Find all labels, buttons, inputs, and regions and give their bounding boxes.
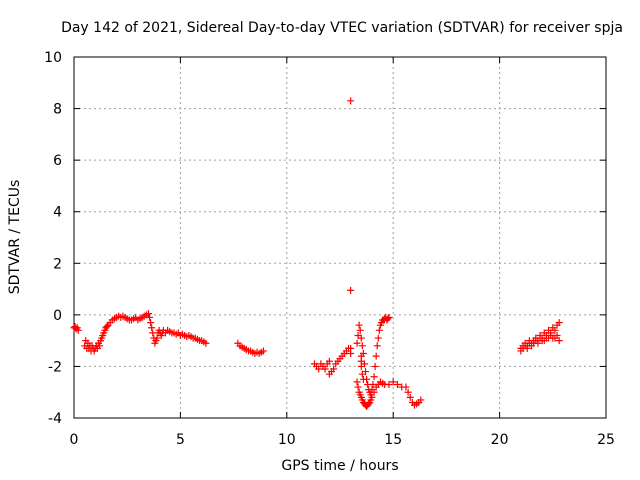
data-point (402, 383, 410, 391)
y-tick-label: 10 (44, 50, 62, 66)
x-tick-label: 25 (597, 432, 615, 448)
data-point (553, 331, 561, 339)
data-point (353, 378, 361, 386)
data-point (146, 313, 154, 321)
data-point (356, 326, 364, 334)
x-tick-label: 0 (70, 432, 79, 448)
chart-title: Day 142 of 2021, Sidereal Day-to-day VTE… (61, 20, 623, 36)
x-tick-label: 10 (278, 432, 296, 448)
data-point (315, 365, 323, 373)
data-point (358, 342, 366, 350)
data-point (371, 362, 379, 370)
y-tick-label: 8 (53, 102, 62, 118)
data-point (385, 313, 393, 321)
data-point (148, 324, 156, 332)
data-point (325, 357, 333, 365)
data-point (96, 342, 104, 350)
data-point (534, 339, 542, 347)
y-tick-label: 6 (53, 153, 62, 169)
data-point (523, 344, 531, 352)
y-tick-label: -2 (48, 359, 62, 375)
data-point (259, 347, 267, 355)
data-point (385, 380, 393, 388)
data-point (365, 400, 373, 408)
data-point (417, 396, 425, 404)
data-point (358, 370, 366, 378)
x-tick-label: 5 (176, 432, 185, 448)
data-point (368, 393, 376, 401)
data-point (330, 365, 338, 373)
data-point (153, 334, 161, 342)
data-point (372, 352, 380, 360)
data-point (375, 326, 383, 334)
data-point (551, 326, 559, 334)
data-point (373, 342, 381, 350)
x-tick-label: 15 (384, 432, 402, 448)
y-tick-label: 0 (53, 308, 62, 324)
data-point (355, 321, 363, 329)
data-points (70, 97, 563, 410)
x-axis-label: GPS time / hours (281, 458, 398, 474)
data-point (103, 322, 111, 330)
plot-frame (73, 56, 607, 419)
data-point (347, 97, 355, 105)
data-point (144, 310, 152, 318)
data-point (406, 393, 414, 401)
data-point (147, 319, 155, 327)
data-point (389, 378, 397, 386)
data-point (353, 339, 361, 347)
data-point (404, 388, 412, 396)
x-tick-label: 20 (491, 432, 509, 448)
y-tick-label: -4 (48, 411, 62, 427)
data-point (357, 334, 365, 342)
data-point (374, 334, 382, 342)
x-axis: 0 5 10 15 20 25 (70, 57, 615, 448)
data-point (354, 383, 362, 391)
data-point (370, 388, 378, 396)
data-point (321, 365, 329, 373)
y-tick-label: 2 (53, 256, 62, 272)
data-point (555, 337, 563, 345)
data-point (347, 286, 355, 294)
data-point (347, 344, 355, 352)
data-point (202, 339, 210, 347)
data-point (555, 319, 563, 327)
data-point (370, 373, 378, 381)
data-point (359, 375, 367, 383)
y-axis: -4 -2 0 2 4 6 8 10 (44, 50, 606, 427)
data-point (74, 326, 82, 334)
y-axis-label: SDTVAR / TECUs (7, 180, 23, 295)
data-point (393, 380, 401, 388)
data-point (384, 315, 392, 323)
grid-lines (74, 57, 606, 418)
y-tick-label: 4 (53, 205, 62, 221)
data-point (357, 362, 365, 370)
